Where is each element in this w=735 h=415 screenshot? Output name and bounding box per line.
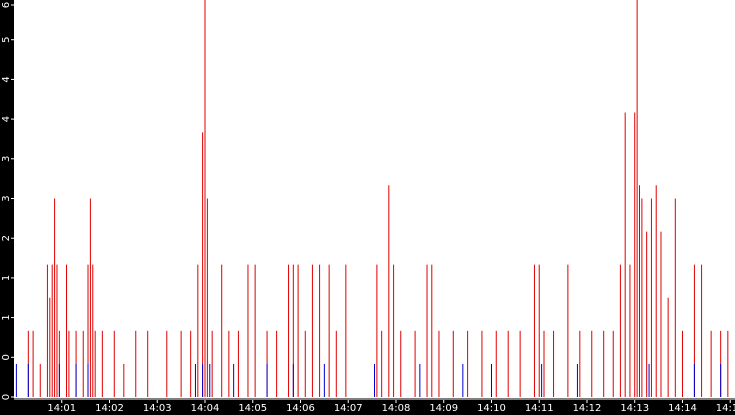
y-tick-label: 3 [1, 195, 12, 201]
y-tick-label: 1 [1, 275, 12, 281]
y-axis-strip [0, 0, 14, 415]
x-tick-label: 14:06 [286, 403, 315, 414]
y-tick-label: 1 [1, 314, 12, 320]
x-tick-label: 14:15 [716, 403, 735, 414]
y-tick-label: 0 [1, 354, 12, 360]
x-axis-strip [0, 400, 735, 415]
y-tick-label: 4 [1, 116, 12, 122]
y-tick-label: 3 [1, 156, 12, 162]
x-tick-label: 14:13 [620, 403, 649, 414]
x-tick-label: 14:09 [429, 403, 458, 414]
x-tick-label: 14:08 [382, 403, 411, 414]
x-tick-label: 14:10 [477, 403, 506, 414]
y-tick-label: 2 [1, 235, 12, 241]
x-tick-label: 14:07 [334, 403, 363, 414]
x-tick-label: 14:11 [525, 403, 554, 414]
x-tick-label: 14:14 [668, 403, 697, 414]
y-tick-label: 0 [1, 394, 12, 400]
x-tick-label: 14:02 [95, 403, 124, 414]
y-tick-label: 6 [1, 2, 12, 8]
x-tick-label: 14:04 [191, 403, 220, 414]
x-tick-label: 14:03 [143, 403, 172, 414]
x-tick-label: 14:01 [47, 403, 76, 414]
y-tick-label: 4 [1, 76, 12, 82]
x-tick-label: 14:12 [573, 403, 602, 414]
x-tick-label: 14:05 [238, 403, 267, 414]
y-tick-label: 5 [1, 37, 12, 43]
